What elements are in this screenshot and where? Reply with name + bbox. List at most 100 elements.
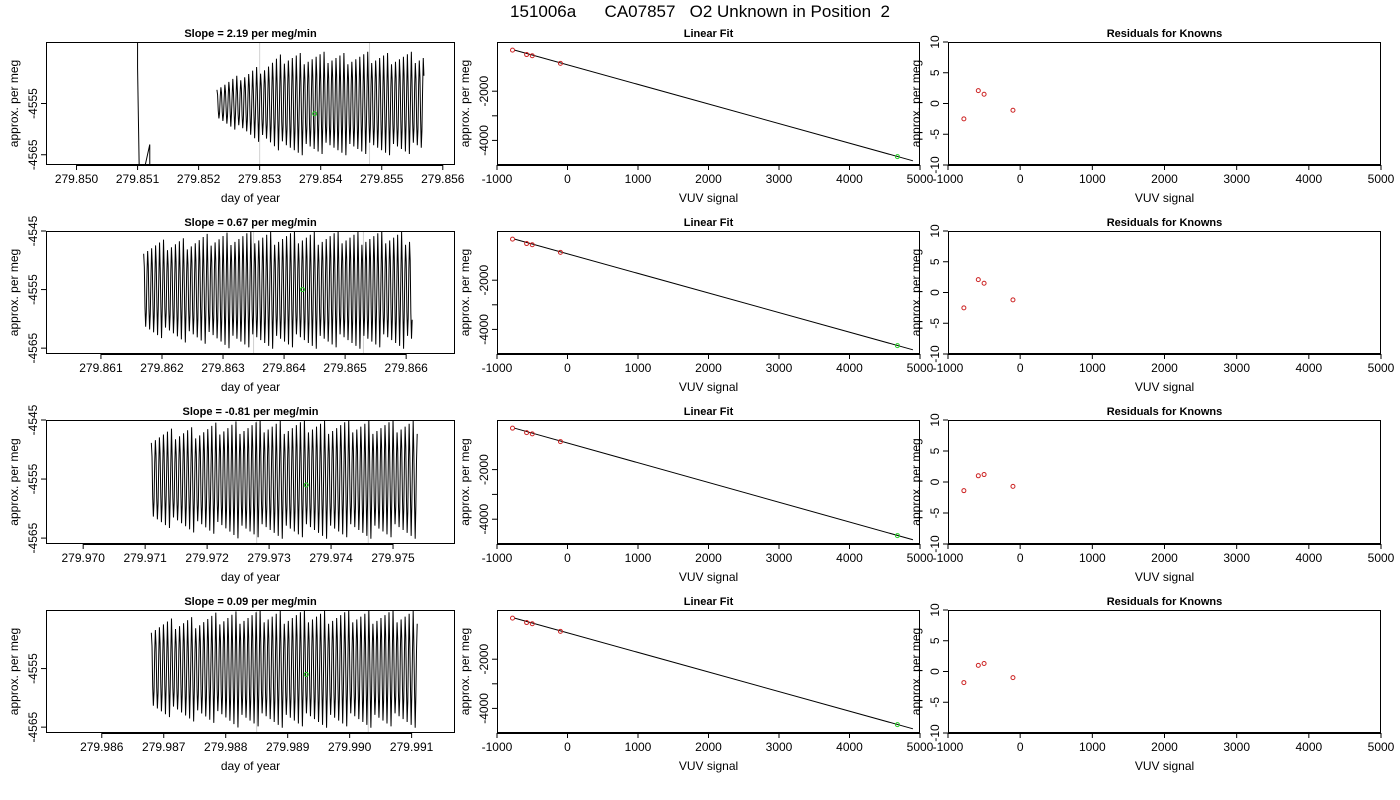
y-tick-label: 10	[928, 603, 942, 617]
y-axis-label: approx. per meg	[458, 249, 472, 336]
x-tick-label: 4000	[836, 551, 863, 565]
x-tick-label: 4000	[1295, 361, 1322, 375]
x-tick-label: 4000	[1295, 551, 1322, 565]
plot-frame	[497, 420, 920, 544]
x-tick-label: 279.862	[140, 361, 184, 375]
y-tick-label: -4000	[477, 125, 491, 156]
residual-point	[975, 277, 981, 283]
known-point	[529, 431, 535, 437]
panel-title: Residuals for Knowns	[1107, 596, 1223, 608]
y-tick-label: -5	[928, 129, 942, 140]
x-tick-label: 4000	[836, 172, 863, 186]
x-tick-label: 3000	[1223, 172, 1250, 186]
residual-point	[981, 472, 987, 478]
x-tick-label: 3000	[1223, 740, 1250, 754]
y-tick-label: -10	[928, 345, 942, 363]
panel-fit-4: Linear Fit -1000 0 1000 2000 3000 4000 5000 -200…	[458, 596, 934, 773]
x-tick-label: -1000	[933, 172, 964, 186]
y-tick-label: -4555	[26, 274, 40, 305]
panel-fit-3: Linear Fit -1000 0 1000 2000 3000 4000 5000 -200…	[458, 406, 934, 584]
plot-area	[961, 277, 1016, 311]
x-tick-label: -1000	[482, 740, 513, 754]
y-axis-label: approx. per meg	[7, 249, 21, 336]
unknown-point	[894, 343, 900, 349]
panel-trace-3: Slope = -0.81 per meg/min 279.970 279.971 2…	[7, 404, 455, 584]
plot-frame	[948, 610, 1381, 733]
panel-fit-2: Linear Fit -1000 0 1000 2000 3000 4000 5000 -200…	[458, 217, 934, 394]
panel-residuals-4: Residuals for Knowns -1000 0 1000 2000 3000 40…	[909, 596, 1395, 773]
residual-point	[981, 91, 987, 97]
residual-point	[1010, 297, 1016, 303]
plot-area	[150, 420, 418, 544]
plot-frame	[46, 420, 455, 544]
x-tick-label: 279.866	[384, 361, 428, 375]
plot-area	[510, 425, 914, 541]
known-point	[510, 47, 516, 53]
x-tick-label: 279.855	[360, 172, 404, 186]
x-tick-label: -1000	[933, 361, 964, 375]
x-tick-label: 279.851	[116, 172, 160, 186]
x-axis-label: VUV signal	[679, 191, 738, 205]
residual-point	[975, 662, 981, 668]
known-point	[510, 425, 516, 431]
y-axis-label: approx. per meg	[909, 60, 923, 147]
x-tick-label: 5000	[907, 172, 934, 186]
x-tick-label: 0	[564, 361, 571, 375]
x-tick-label: -1000	[482, 172, 513, 186]
y-axis-label: approx. per meg	[909, 438, 923, 525]
y-tick-label: -4565	[26, 332, 40, 363]
known-point	[524, 52, 530, 58]
x-tick-label: 3000	[1223, 551, 1250, 565]
x-axis-label: VUV signal	[679, 380, 738, 394]
x-axis-label: VUV signal	[1135, 570, 1194, 584]
residual-point	[975, 88, 981, 94]
plot-frame	[948, 231, 1381, 354]
panel-residuals-2: Residuals for Knowns -1000 0 1000 2000 3000 40…	[909, 217, 1395, 394]
x-tick-label: 279.863	[201, 361, 245, 375]
x-tick-label: 4000	[836, 740, 863, 754]
plot-area	[961, 88, 1016, 122]
y-tick-label: 10	[928, 224, 942, 238]
x-tick-label: 1000	[1079, 740, 1106, 754]
known-point	[524, 430, 530, 436]
y-tick-label: 10	[928, 413, 942, 427]
known-point	[529, 242, 535, 248]
x-tick-label: 279.991	[390, 740, 434, 754]
x-tick-label: 5000	[1368, 172, 1395, 186]
x-tick-label: 5000	[907, 740, 934, 754]
y-tick-label: -5	[928, 507, 942, 518]
unknown-point	[312, 111, 318, 117]
residual-point	[981, 661, 987, 667]
x-tick-label: 279.861	[79, 361, 123, 375]
known-point	[524, 620, 530, 626]
plot-area	[137, 42, 425, 165]
y-tick-label: 0	[928, 289, 942, 296]
y-tick-label: -4545	[26, 404, 40, 435]
y-tick-label: 0	[928, 478, 942, 485]
x-tick-label: 3000	[766, 740, 793, 754]
trace-line	[143, 231, 413, 349]
x-tick-label: 4000	[836, 361, 863, 375]
unknown-point	[894, 722, 900, 728]
x-tick-label: 3000	[1223, 361, 1250, 375]
x-tick-label: 5000	[1368, 361, 1395, 375]
residual-point	[975, 473, 981, 479]
x-tick-label: 5000	[1368, 551, 1395, 565]
plot-frame	[46, 42, 455, 165]
panel-title: Residuals for Knowns	[1107, 406, 1223, 418]
unknown-point	[894, 533, 900, 539]
known-point	[557, 249, 563, 255]
y-tick-label: -2000	[477, 76, 491, 107]
x-tick-label: 1000	[625, 172, 652, 186]
x-tick-label: 2000	[1151, 361, 1178, 375]
known-point	[557, 60, 563, 66]
plot-frame	[46, 231, 455, 354]
x-tick-label: 3000	[766, 361, 793, 375]
y-axis-label: approx. per meg	[7, 60, 21, 147]
y-tick-label: -2000	[477, 265, 491, 296]
y-tick-label: 5	[928, 447, 942, 454]
plot-area	[961, 661, 1016, 686]
panel-title: Slope = 0.67 per meg/min	[184, 217, 317, 229]
panel-trace-2: Slope = 0.67 per meg/min 279.861 279.862 27…	[7, 215, 455, 394]
x-tick-label: 279.972	[185, 551, 229, 565]
